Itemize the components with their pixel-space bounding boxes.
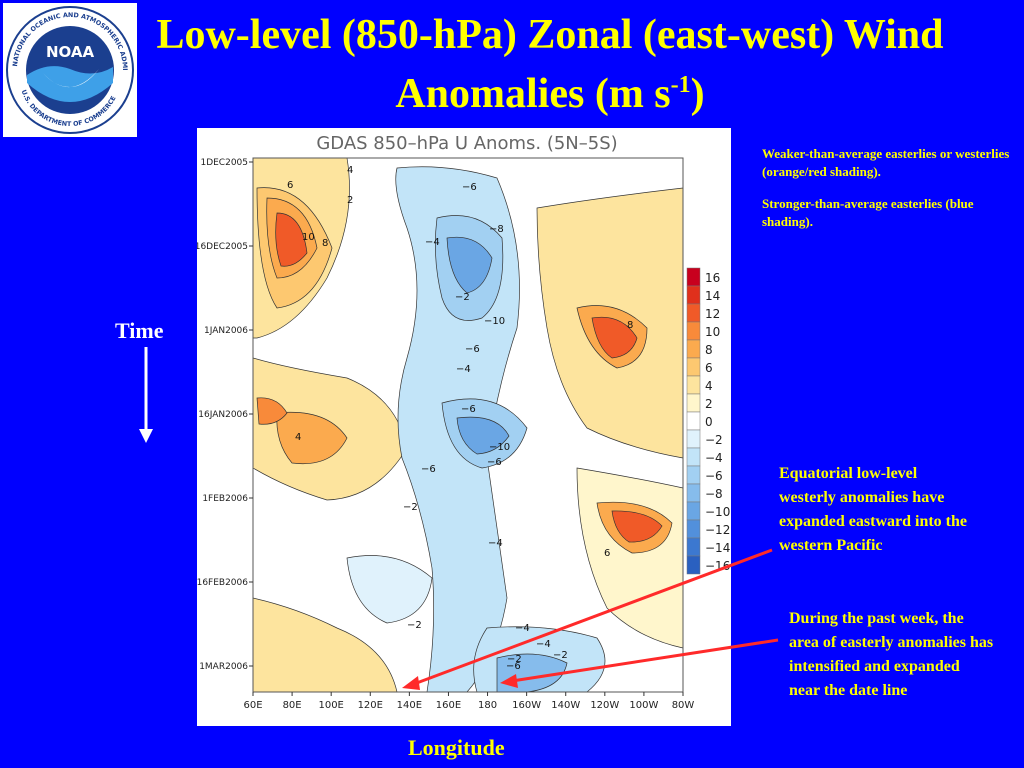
contour-label: −6 <box>487 457 502 468</box>
contour-label: −6 <box>421 464 436 475</box>
colorbar-label: −6 <box>705 469 723 483</box>
colorbar-label: 6 <box>705 361 713 375</box>
contour-label: 8 <box>627 320 633 331</box>
y-tick-label: 16JAN2006 <box>198 410 248 420</box>
contour-label: −4 <box>536 639 551 650</box>
y-tick-label: 1JAN2006 <box>204 326 248 336</box>
colorbar-swatch <box>686 483 701 503</box>
note-weaker-easterlies: Weaker-than-average easterlies or wester… <box>762 146 1010 179</box>
colorbar-swatch <box>686 375 701 395</box>
x-tick-label: 180 <box>478 700 497 711</box>
y-tick-label: 1FEB2006 <box>202 494 248 504</box>
x-tick-label: 120E <box>358 700 383 711</box>
colorbar-label: 10 <box>705 325 720 339</box>
slide-title-exponent: -1 <box>670 72 691 98</box>
colorbar-label: 8 <box>705 343 713 357</box>
y-tick-label: 1MAR2006 <box>199 662 248 672</box>
x-tick-label: 140E <box>397 700 422 711</box>
colorbar-swatch <box>686 501 701 521</box>
colorbar-label: −12 <box>705 523 730 537</box>
colorbar-swatch <box>686 357 701 377</box>
contour-label: 4 <box>347 165 353 176</box>
x-tick-label: 160E <box>436 700 461 711</box>
contour-label: −2 <box>407 620 422 631</box>
colorbar-label: −16 <box>705 559 730 573</box>
colorbar-swatch <box>686 267 701 287</box>
colorbar-swatch <box>686 303 701 323</box>
contour-label: −6 <box>461 404 476 415</box>
note-equatorial-westerly: Equatorial low-level westerly anomalies … <box>779 465 968 554</box>
contour-label: −2 <box>553 650 568 661</box>
time-arrow <box>139 347 153 443</box>
note-stronger-easterlies: Stronger-than-average easterlies (blue s… <box>762 196 974 229</box>
colorbar-swatch <box>686 519 701 539</box>
contour-label: 4 <box>295 432 301 443</box>
contour-label: −6 <box>462 182 477 193</box>
contour-label: 8 <box>322 238 328 249</box>
contour-label: 10 <box>302 232 315 243</box>
x-tick-label: 100W <box>629 700 658 711</box>
colorbar-label: 4 <box>705 379 713 393</box>
slide-title-close: ) <box>690 71 705 117</box>
x-tick-label: 120W <box>590 700 619 711</box>
slide-title: Low-level (850-hPa) Zonal (east-west) Wi… <box>150 10 950 119</box>
colorbar-swatch <box>686 447 701 467</box>
chart-title: GDAS 850–hPa U Anoms. (5N–5S) <box>316 133 617 154</box>
slide-title-main: Low-level (850-hPa) Zonal (east-west) Wi… <box>156 12 944 117</box>
hovmoller-chart: GDAS 850–hPa U Anoms. (5N–5S) 60E 80E 100E… <box>195 128 731 726</box>
colorbar-label: 12 <box>705 307 720 321</box>
colorbar-swatch <box>686 321 701 341</box>
contour-label: 6 <box>604 548 610 559</box>
noaa-logo: NOAA NATIONAL OCEANIC AND ATMOSPHERIC AD… <box>0 0 137 137</box>
contour-label: −10 <box>489 442 510 453</box>
colorbar-label: −14 <box>705 541 730 555</box>
x-tick-label: 60E <box>243 700 262 711</box>
contour-label: −4 <box>488 538 503 549</box>
colorbar-swatch <box>686 411 701 431</box>
colorbar-swatch <box>686 285 701 305</box>
colorbar-swatch <box>686 555 701 575</box>
colorbar-swatch <box>686 465 701 485</box>
contour-label: −2 <box>455 292 470 303</box>
longitude-axis-label: Longitude <box>408 735 505 760</box>
y-tick-label: 16FEB2006 <box>197 578 248 588</box>
contour-label: −4 <box>425 237 440 248</box>
colorbar-swatch <box>686 339 701 359</box>
colorbar-swatch <box>686 429 701 449</box>
contour-label: −10 <box>484 316 505 327</box>
colorbar-label: −8 <box>705 487 723 501</box>
contour-label: 6 <box>287 180 293 191</box>
x-tick-label: 140W <box>551 700 580 711</box>
contour-label: −6 <box>465 344 480 355</box>
colorbar-label: 14 <box>705 289 720 303</box>
x-tick-label: 160W <box>512 700 541 711</box>
time-axis-label: Time <box>115 318 164 343</box>
contour-label: −6 <box>506 661 521 672</box>
note-past-week: During the past week, the area of easter… <box>789 610 994 699</box>
contour-label: −4 <box>515 623 530 634</box>
colorbar-label: −10 <box>705 505 730 519</box>
colorbar-label: 16 <box>705 271 720 285</box>
contour-label: 2 <box>347 195 353 206</box>
contour-label: −8 <box>489 224 504 235</box>
colorbar-swatch <box>686 393 701 413</box>
y-tick-label: 16DEC2005 <box>197 242 248 252</box>
colorbar-label: 2 <box>705 397 713 411</box>
colorbar-label: 0 <box>705 415 713 429</box>
colorbar-label: −4 <box>705 451 723 465</box>
colorbar-swatch <box>686 537 701 557</box>
x-tick-label: 80E <box>283 700 302 711</box>
x-tick-label: 80W <box>672 700 695 711</box>
noaa-logo-text: NOAA <box>46 43 95 61</box>
contour-label: −2 <box>403 502 418 513</box>
colorbar-label: −2 <box>705 433 723 447</box>
x-tick-label: 100E <box>318 700 343 711</box>
contour-label: −4 <box>456 364 471 375</box>
y-tick-label: 1DEC2005 <box>200 158 248 168</box>
